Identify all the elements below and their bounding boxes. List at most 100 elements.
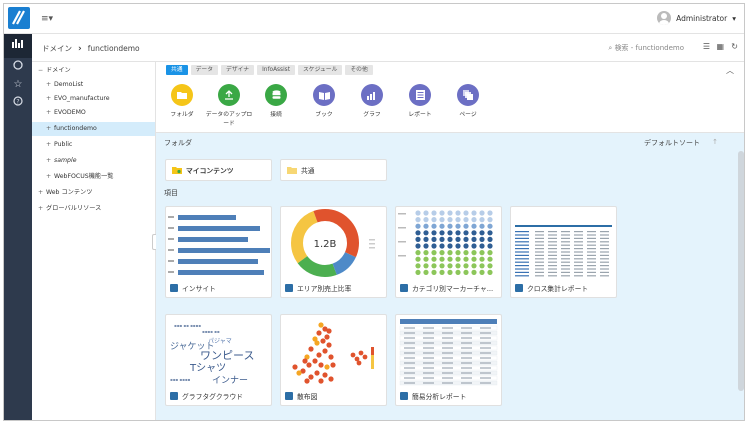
chart-button[interactable]: グラフ (350, 84, 394, 118)
chart-icon (285, 392, 293, 400)
thumbnail-grid-report (396, 315, 501, 387)
item-card-category-marker[interactable]: カテゴリ別マーカーチャ... (395, 206, 502, 298)
breadcrumb-root[interactable]: ドメイン (42, 44, 72, 53)
thumbnail-donut-chart: 1.2B (281, 207, 386, 279)
expand-icon: + (46, 157, 52, 164)
tree-item-selected[interactable]: + functiondemo (32, 122, 155, 136)
item-title: カテゴリ別マーカーチャ... (412, 285, 494, 293)
cloud-word: ワンピース (200, 349, 254, 362)
search-icon: ⌕ (608, 44, 613, 52)
help-icon[interactable]: ? (11, 96, 25, 110)
item-card-area-sales[interactable]: 1.2B エリア別売上比率 (280, 206, 387, 298)
item-card-scatter[interactable]: 散布図 (280, 314, 387, 406)
search-field[interactable]: ⌕ 検索 - functiondemo (608, 43, 684, 53)
report-icon (400, 392, 408, 400)
left-navigation: ☆ ? (4, 34, 32, 420)
app-logo[interactable] (8, 7, 30, 29)
refresh-icon[interactable]: ↻ (731, 42, 738, 51)
chart-icon (400, 284, 408, 292)
thumbnail-tag-cloud: ▪▪▪ ▪▪ ▪▪▪▪ ▪▪▪▪ ▪▪ ジャケット パジャマ ワンピース Tシャ… (166, 315, 271, 387)
item-title: クロス集計レポート (527, 285, 589, 293)
list-view-icon[interactable]: ☰ (702, 42, 710, 51)
item-title: 簡易分析レポート (412, 393, 467, 401)
book-button[interactable]: ブック (302, 84, 346, 118)
item-card-cross-tab[interactable]: クロス集計レポート (510, 206, 617, 298)
content-area: フォルダ デフォルトソート ↑ マイコンテンツ 共通 項目 イン (156, 133, 744, 420)
tab-infoassist[interactable]: InfoAssist (257, 65, 295, 75)
expand-icon: + (46, 141, 52, 148)
chart-icon[interactable] (4, 34, 32, 58)
folders-heading: フォルダ (164, 139, 192, 147)
expand-icon: + (46, 81, 52, 88)
cloud-word: Tシャツ (189, 363, 226, 374)
search-placeholder: 検索 - functiondemo (614, 44, 684, 52)
thumbnail-scatter-plot (281, 315, 386, 387)
tab-data[interactable]: データ (190, 65, 219, 75)
item-title: 散布図 (297, 393, 318, 401)
tree-item-global-resources[interactable]: + グローバルリソース (38, 202, 101, 216)
item-card-simple-analysis[interactable]: 簡易分析レポート (395, 314, 502, 406)
svg-text:?: ? (16, 99, 19, 106)
tree-item[interactable]: + sample (46, 154, 77, 168)
cloud-word: インナー (212, 375, 248, 386)
resource-tree: − ドメイン + DemoList + EVO_manufacture + EVODEM… (32, 62, 156, 420)
chart-icon (170, 392, 178, 400)
circle-icon[interactable] (11, 60, 25, 74)
item-card-insight[interactable]: インサイト (165, 206, 272, 298)
cloud-word: ジャケット (170, 341, 215, 352)
sort-selector[interactable]: デフォルトソート (644, 139, 700, 147)
donut-center-value: 1.2B (314, 239, 337, 250)
upload-data-button[interactable]: データのアップロード (205, 84, 253, 127)
item-card-tag-cloud[interactable]: ▪▪▪ ▪▪ ▪▪▪▪ ▪▪▪▪ ▪▪ ジャケット パジャマ ワンピース Tシャ… (165, 314, 272, 406)
user-menu[interactable]: Administrator ▾ (657, 11, 736, 25)
upload-icon (218, 84, 240, 106)
tree-item[interactable]: + DemoList (46, 78, 83, 92)
action-ribbon: 共通 データ デザイナ InfoAssist スケジュール その他 ︿ フォルダ… (156, 62, 744, 133)
thumbnail-marker-chart (396, 207, 501, 279)
svg-text:▪▪▪ ▪▪ ▪▪▪▪: ▪▪▪ ▪▪ ▪▪▪▪ (174, 323, 201, 328)
star-icon[interactable]: ☆ (13, 79, 23, 90)
tree-item[interactable]: + EVO_manufacture (46, 92, 110, 106)
tree-item-web-content[interactable]: + Web コンテンツ (38, 186, 92, 200)
tab-schedule[interactable]: スケジュール (297, 65, 343, 75)
ribbon-tabs: 共通 データ デザイナ InfoAssist スケジュール その他 (166, 65, 373, 75)
sort-arrow-icon[interactable]: ↑ (712, 138, 718, 146)
expand-icon: + (46, 173, 52, 180)
tree-root-domain[interactable]: − ドメイン (38, 64, 71, 78)
top-bar: ≡▾ Administrator ▾ (4, 4, 744, 34)
breadcrumb-bar: ドメイン › functiondemo ⌕ 検索 - functiondemo … (32, 34, 744, 62)
collapse-ribbon-icon[interactable]: ︿ (726, 66, 734, 75)
folder-button[interactable]: フォルダ (160, 84, 204, 118)
item-title: インサイト (182, 285, 216, 293)
folder-common[interactable]: 共通 (280, 159, 387, 181)
page-button[interactable]: ページ (446, 84, 490, 118)
database-icon (265, 84, 287, 106)
tab-common[interactable]: 共通 (166, 65, 188, 75)
user-name: Administrator (676, 13, 728, 23)
items-heading: 項目 (164, 189, 178, 197)
grid-view-icon[interactable]: ▦ (716, 42, 724, 51)
expand-icon: + (38, 189, 44, 196)
folder-user-icon (172, 167, 182, 174)
insight-icon (170, 284, 178, 292)
content-scrollbar[interactable] (738, 151, 744, 391)
expand-icon: + (46, 125, 52, 132)
item-title: エリア別売上比率 (297, 285, 352, 293)
report-icon (515, 284, 523, 292)
tree-item[interactable]: + EVODEMO (46, 106, 86, 120)
tab-designer[interactable]: デザイナ (221, 65, 255, 75)
page-icon (457, 84, 479, 106)
bar-chart-icon (361, 84, 383, 106)
expand-icon: + (46, 109, 52, 116)
tree-item[interactable]: + Public (46, 138, 72, 152)
report-icon (409, 84, 431, 106)
folder-my-content[interactable]: マイコンテンツ (165, 159, 272, 181)
connect-button[interactable]: 接続 (254, 84, 298, 118)
menu-button[interactable]: ≡▾ (41, 14, 54, 24)
breadcrumb-current[interactable]: functiondemo (87, 44, 140, 53)
tab-other[interactable]: その他 (345, 65, 373, 75)
svg-text:▪▪▪▪ ▪▪: ▪▪▪▪ ▪▪ (202, 329, 220, 334)
report-button[interactable]: レポート (398, 84, 442, 118)
tree-item[interactable]: + WebFOCUS機能一覧 (46, 170, 113, 184)
folder-icon (171, 84, 193, 106)
